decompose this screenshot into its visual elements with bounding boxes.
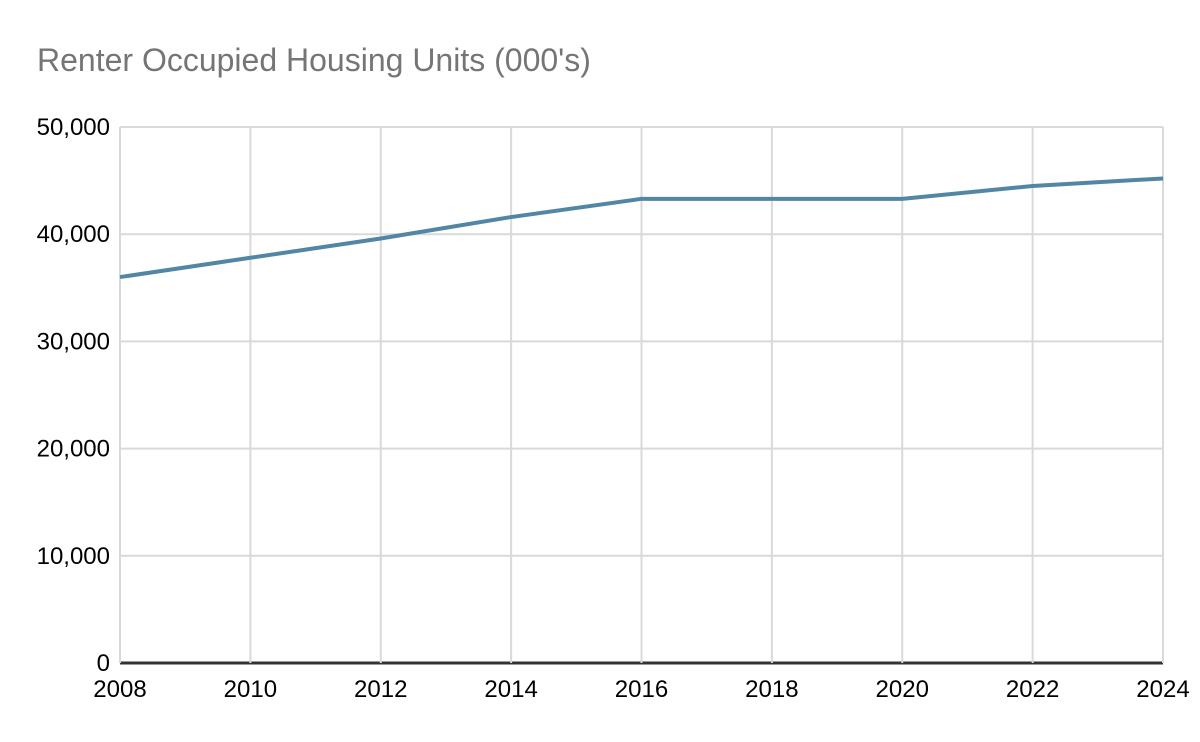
gridlines-group — [119, 126, 1164, 665]
y-tick-label: 40,000 — [37, 221, 110, 248]
data-series-line — [119, 176, 1164, 280]
y-tick-label: 20,000 — [37, 436, 110, 463]
x-tick-label: 2010 — [224, 676, 277, 703]
x-tick-label: 2020 — [876, 676, 929, 703]
x-tick-label: 2014 — [484, 676, 537, 703]
x-tick-label: 2012 — [354, 676, 407, 703]
x-tick-label: 2016 — [615, 676, 668, 703]
x-tick-label: 2018 — [745, 676, 798, 703]
y-tick-label: 10,000 — [37, 543, 110, 570]
x-tick-label: 2024 — [1136, 676, 1189, 703]
y-tick-label: 30,000 — [37, 328, 110, 355]
chart-title: Renter Occupied Housing Units (000's) — [37, 42, 591, 78]
y-tick-label: 0 — [97, 650, 110, 677]
x-tick-label: 2022 — [1006, 676, 1059, 703]
x-tick-label: 2008 — [93, 676, 146, 703]
series-group — [119, 176, 1164, 280]
axis-labels-group: 0 10,000 20,000 30,000 40,000 50,000 2008 2010 2… — [37, 114, 1190, 703]
y-tick-label: 50,000 — [37, 114, 110, 141]
